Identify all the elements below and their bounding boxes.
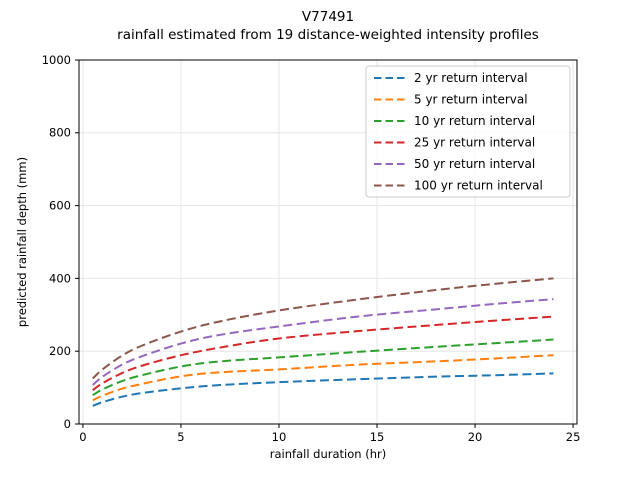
series-line-100yr [92, 277, 554, 380]
y-tick-label: 0 [64, 417, 71, 431]
plot-frame [78, 59, 578, 425]
x-tick-label: 5 [177, 430, 184, 444]
x-tick-label: 15 [370, 430, 385, 444]
legend-label: 5 yr return interval [414, 93, 528, 107]
series-line-10yr [92, 338, 554, 397]
legend-label: 10 yr return interval [414, 114, 535, 128]
legend-box [365, 65, 571, 198]
legend-label: 100 yr return interval [414, 179, 543, 193]
y-tick-label: 200 [49, 344, 71, 358]
x-tick-label: 10 [272, 430, 287, 444]
x-tick-label: 25 [566, 430, 581, 444]
series-line-25yr [92, 315, 554, 391]
chart-title-line2: rainfall estimated from 19 distance-weig… [117, 27, 539, 43]
y-tick-label: 600 [49, 199, 71, 213]
series-line-50yr [92, 298, 554, 386]
x-tick-label: 0 [79, 430, 86, 444]
x-axis-label: rainfall duration (hr) [269, 447, 387, 461]
y-tick-label: 800 [49, 126, 71, 140]
series-line-5yr [92, 354, 554, 402]
series-line-2yr [92, 372, 554, 407]
legend-label: 50 yr return interval [414, 157, 535, 171]
chart-title-line1: V77491 [301, 9, 355, 25]
x-tick-label: 20 [468, 430, 483, 444]
y-tick-label: 400 [49, 271, 71, 285]
y-tick-label: 1000 [42, 53, 71, 67]
chart-title: V77491 rainfall estimated from 19 distan… [79, 8, 577, 44]
legend-label: 25 yr return interval [414, 136, 535, 150]
y-axis-label: predicted rainfall depth (mm) [15, 156, 29, 328]
legend-label: 2 yr return interval [414, 71, 528, 85]
